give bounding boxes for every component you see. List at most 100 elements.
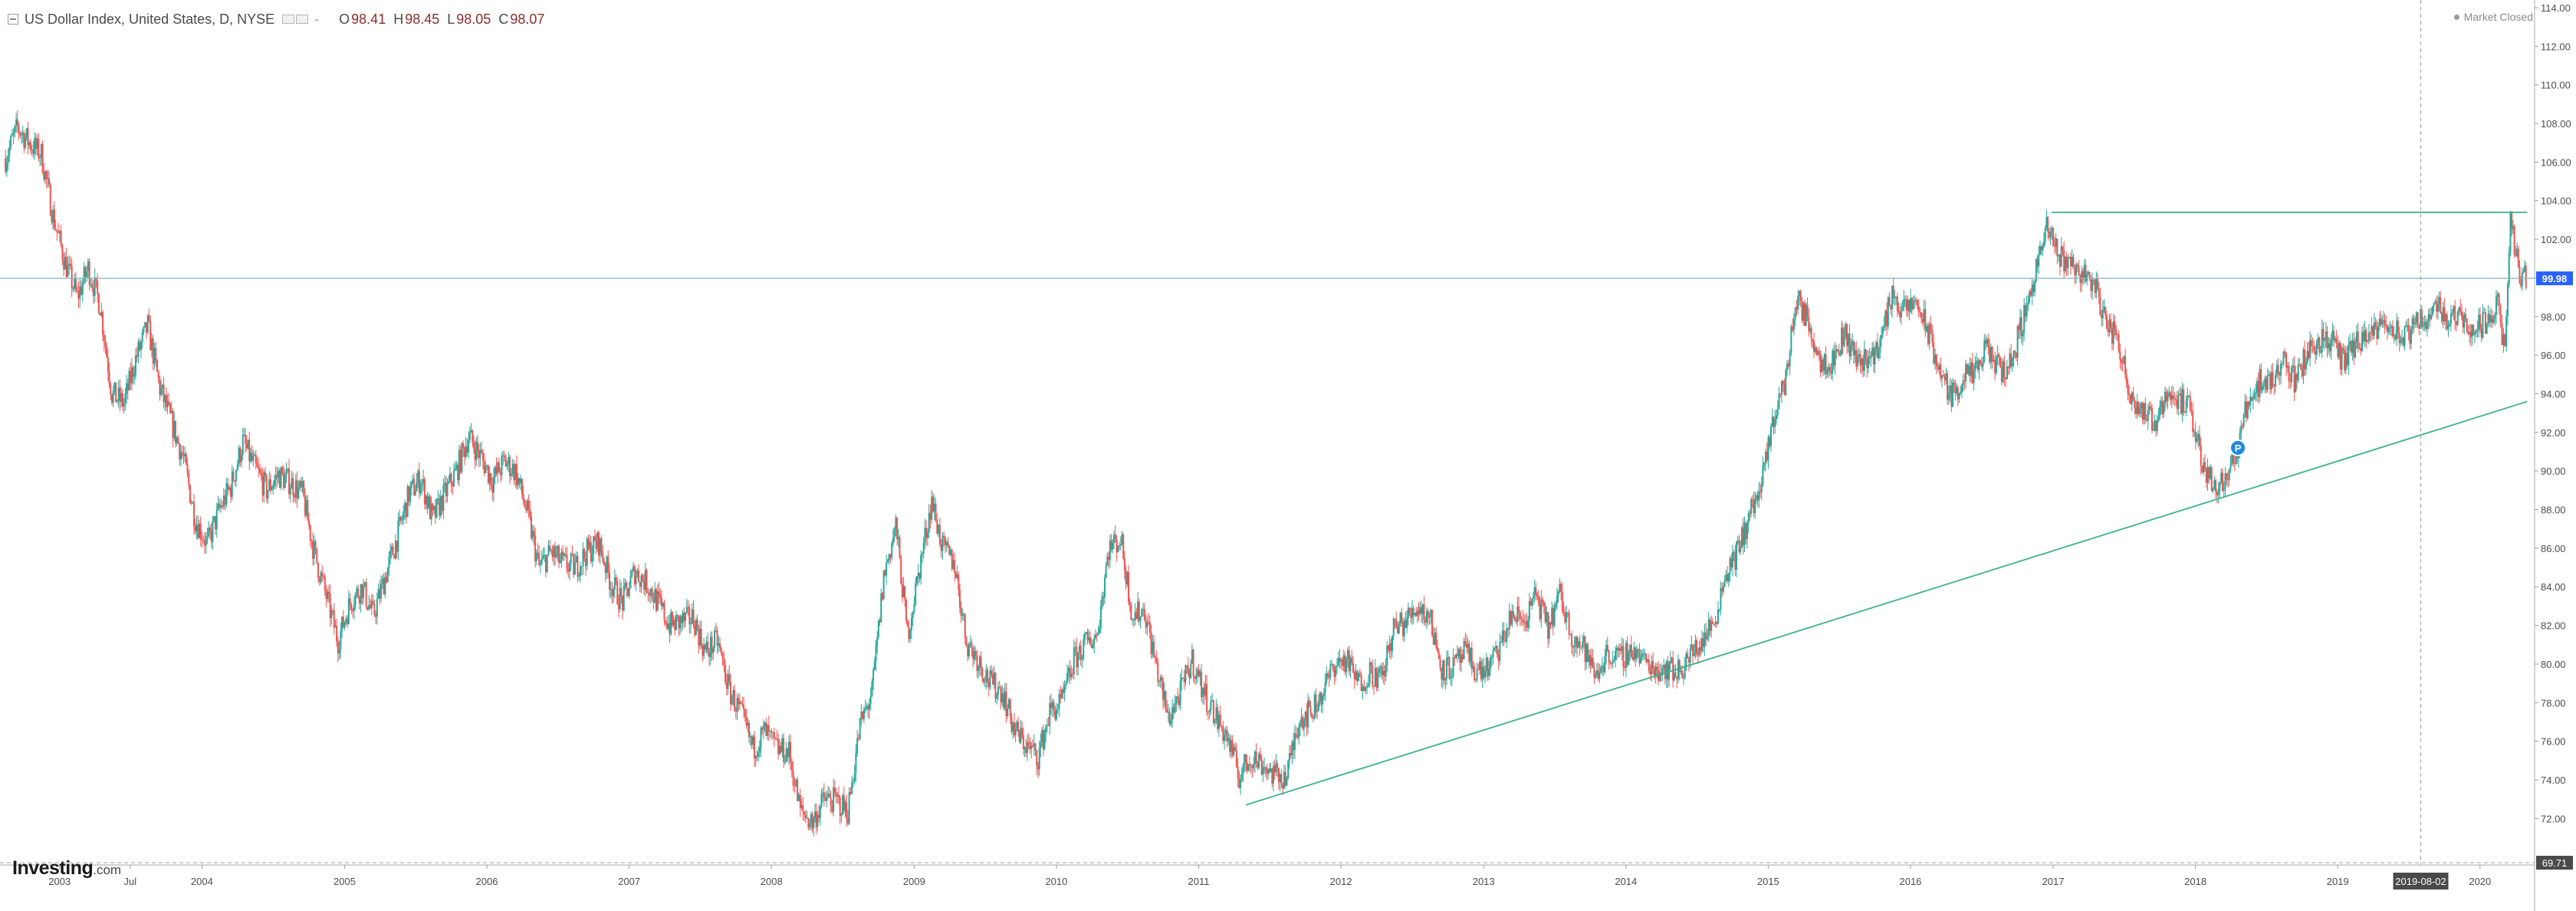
candle-body [1667, 661, 1669, 680]
candle-body [538, 553, 540, 565]
candle-body [1868, 357, 1871, 358]
candle-body [1671, 657, 1673, 661]
candle-body [1008, 699, 1010, 709]
candle-body [1727, 574, 1729, 582]
candle-body [910, 617, 912, 631]
candle-body [60, 231, 62, 245]
candle-body [696, 619, 698, 629]
candle-body [1792, 326, 1794, 331]
collapse-legend-icon[interactable] [8, 14, 18, 25]
candle-body [1430, 610, 1432, 617]
candle-body [2101, 310, 2104, 319]
candle-body [2163, 403, 2165, 414]
candle-body [1046, 725, 1048, 726]
candle-body [342, 617, 344, 628]
candle-body [2389, 327, 2391, 329]
visibility-toggle-icon[interactable] [282, 15, 295, 24]
candle-body [288, 469, 291, 495]
candle-body [1713, 623, 1715, 625]
candle-body [2417, 312, 2419, 326]
candle-body [1050, 702, 1053, 708]
candle-body [1370, 662, 1372, 666]
candle-body [1293, 741, 1295, 751]
candle-body [435, 498, 438, 518]
candle-body [2029, 291, 2031, 303]
candle-body [2224, 473, 2226, 488]
candle-body [1038, 748, 1040, 770]
candle-body [700, 628, 702, 646]
candle-body [1307, 700, 1309, 728]
candle-body [1385, 666, 1387, 677]
candle-body [888, 554, 890, 561]
candle-body [94, 277, 96, 297]
candle-body [1119, 545, 1121, 547]
time-tick-label: 2006 [476, 876, 498, 887]
candle-body [906, 620, 909, 627]
candle-body [851, 782, 853, 794]
candle-body [2438, 297, 2440, 305]
candle-body [1187, 666, 1189, 673]
ohlc-high-key: H [393, 11, 404, 27]
candle-body [1769, 436, 1771, 446]
candle-body [1865, 349, 1867, 359]
candle-body [1342, 655, 1345, 666]
candle-body [620, 587, 623, 597]
candle-body [497, 462, 499, 474]
candle-body [485, 465, 487, 474]
candle-body [2460, 311, 2463, 317]
candle-body [2226, 473, 2228, 480]
price-axis[interactable]: 114.00112.00110.00108.00106.00104.00102.… [2534, 0, 2573, 911]
candle-body [44, 171, 46, 180]
candle-body [1901, 305, 1904, 311]
candle-body [2112, 321, 2114, 344]
candle-body [2129, 395, 2131, 404]
candle-body [714, 630, 716, 648]
candle-body [868, 703, 870, 710]
candle-body [1446, 657, 1448, 679]
candle-body [1105, 565, 1107, 578]
candle-body [2092, 279, 2095, 281]
candle-body [463, 447, 465, 458]
candle-body [1983, 340, 1986, 363]
candle-body [1463, 640, 1465, 659]
candle-body [2286, 365, 2288, 367]
legend-dash[interactable]: - [314, 11, 320, 27]
candle-body [32, 150, 34, 154]
candle-body [2194, 431, 2196, 442]
candle-body [604, 564, 606, 574]
candle-body [1644, 653, 1646, 655]
candle-body [289, 488, 291, 495]
candle-body [1754, 498, 1756, 514]
candle-body [1183, 678, 1185, 682]
candle-body [1049, 702, 1051, 726]
price-tick-label: 74.00 [2541, 775, 2566, 786]
settings-toggle-icon[interactable] [296, 15, 309, 24]
candle-body [370, 604, 372, 609]
candle-body [256, 463, 258, 468]
candle-body [2309, 340, 2312, 358]
time-axis[interactable]: 2003 Jul 2004 2005 2006 2007 2008 2009 2010 2011 2… [0, 864, 2535, 890]
candle-body [622, 596, 624, 610]
candle-body [1353, 672, 1355, 680]
candle-body [1117, 545, 1119, 552]
candle-body [2516, 248, 2518, 256]
candle-body [1259, 754, 1261, 760]
candle-body [1282, 783, 1284, 789]
drawings-layer[interactable]: P [0, 0, 2535, 865]
candle-body [1382, 670, 1385, 676]
candle-body [978, 666, 980, 672]
candle-body [186, 464, 189, 474]
candle-body [445, 482, 447, 497]
candle-body [2338, 343, 2341, 357]
candle-body [2302, 349, 2305, 377]
candle-body [2026, 304, 2028, 317]
candle-body [2427, 314, 2430, 322]
candle-body [1456, 653, 1458, 656]
candle-body [2360, 347, 2362, 351]
candle-body [880, 593, 882, 623]
candle-body [1989, 347, 1991, 363]
candle-body [1855, 350, 1858, 367]
candle-body [358, 597, 360, 604]
candle-body [263, 472, 265, 496]
